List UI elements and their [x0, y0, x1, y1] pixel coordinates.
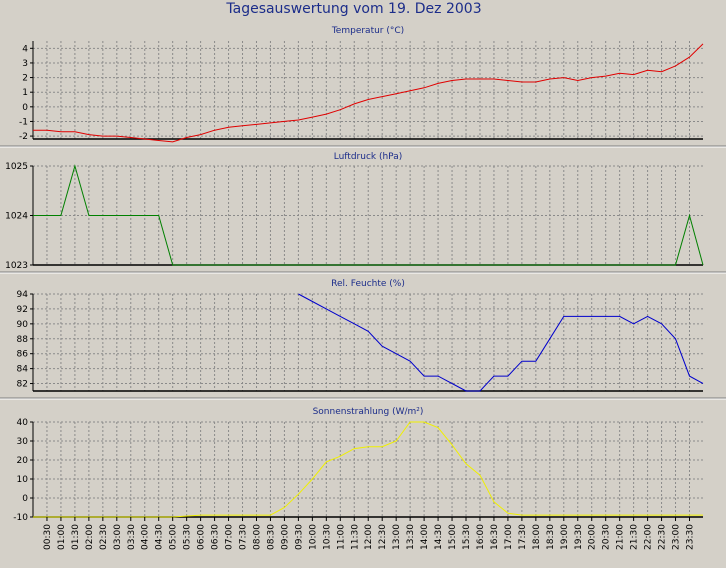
chart-panel-1: Temperatur (°C) -2 -1 0 1 2 3 4: [19, 26, 704, 143]
y-tick-label: 10: [17, 475, 29, 485]
y-tick-label: 2: [22, 74, 28, 84]
x-tick-label: 20:00: [588, 524, 598, 550]
y-tick-label: 94: [17, 290, 29, 300]
x-tick-label: 09:00: [280, 524, 290, 550]
x-tick-label: 03:00: [113, 524, 123, 550]
y-tick-label: 20: [17, 456, 29, 466]
x-tick-label: 04:00: [141, 524, 151, 550]
x-tick-label: 05:00: [169, 524, 179, 550]
chart-panel-4: Sonnenstrahlung (W/m²) -10 0 10 20 30 40: [0, 397, 726, 523]
series-line: [33, 164, 704, 266]
x-tick-label: 12:30: [378, 524, 388, 550]
x-tick-label: 03:30: [127, 524, 137, 550]
y-tick-label: 82: [17, 380, 28, 390]
series-line: [33, 43, 704, 143]
x-tick-label: 18:00: [532, 524, 542, 550]
y-tick-label: 1025: [5, 162, 28, 172]
x-tick-label: 15:00: [448, 524, 458, 550]
x-axis-time-labels: 00:30 01:00 01:30 02:00 02:30 03:00 03:30 04:00…: [43, 517, 695, 550]
y-tick-label: 86: [17, 350, 29, 360]
x-tick-label: 23:00: [672, 524, 682, 550]
y-tick-label: 40: [17, 418, 29, 428]
x-tick-label: 05:30: [183, 524, 193, 550]
chart-panel-2: Luftdruck (hPa) 1023 1024 1025: [0, 145, 726, 271]
x-tick-label: 11:00: [336, 524, 346, 550]
y-tick-label: 90: [17, 320, 29, 330]
panel-title: Sonnenstrahlung (W/m²): [313, 407, 424, 417]
y-tick-label: 4: [22, 44, 28, 54]
x-tick-label: 01:30: [71, 524, 81, 550]
x-tick-label: 02:30: [99, 524, 109, 550]
x-tick-label: 13:30: [406, 524, 416, 550]
x-tick-label: 10:30: [322, 524, 332, 550]
x-tick-label: 01:00: [57, 524, 67, 550]
y-tick-label: -2: [19, 132, 28, 142]
y-tick-label: 1024: [5, 212, 28, 222]
x-tick-label: 20:30: [602, 524, 612, 550]
x-tick-label: 08:00: [252, 524, 262, 550]
x-tick-label: 13:00: [392, 524, 402, 550]
x-tick-label: 17:30: [518, 524, 528, 550]
y-tick-label: -1: [19, 117, 28, 127]
x-tick-label: 11:30: [350, 524, 360, 550]
window-title: Tagesauswertung vom 19. Dez 2003: [225, 1, 481, 17]
series-line: [33, 421, 703, 518]
panel-title: Temperatur (°C): [331, 26, 404, 36]
x-tick-label: 19:30: [574, 524, 584, 550]
x-tick-label: 23:30: [685, 524, 695, 550]
y-tick-label: 30: [17, 437, 29, 447]
x-tick-label: 14:00: [420, 524, 430, 550]
y-tick-label: 1: [22, 88, 28, 98]
x-tick-label: 17:00: [504, 524, 514, 550]
x-tick-label: 07:00: [225, 524, 235, 550]
y-tick-label: -10: [13, 513, 28, 523]
y-tick-label: 84: [17, 365, 29, 375]
y-tick-label: 3: [22, 59, 28, 69]
x-tick-label: 02:00: [85, 524, 95, 550]
series-line: [298, 293, 704, 392]
x-tick-label: 15:30: [462, 524, 472, 550]
x-tick-label: 22:00: [644, 524, 654, 550]
x-tick-label: 18:30: [546, 524, 556, 550]
x-tick-label: 14:30: [434, 524, 444, 550]
x-tick-label: 19:00: [560, 524, 570, 550]
x-tick-label: 04:30: [155, 524, 165, 550]
x-tick-label: 08:30: [266, 524, 276, 550]
x-tick-label: 09:30: [294, 524, 304, 550]
x-tick-label: 06:30: [211, 524, 221, 550]
y-tick-label: 92: [17, 305, 28, 315]
panel-title: Luftdruck (hPa): [334, 152, 403, 162]
panel-title: Rel. Feuchte (%): [331, 279, 405, 289]
y-tick-label: 0: [22, 494, 28, 504]
x-tick-label: 06:00: [197, 524, 207, 550]
x-tick-label: 10:00: [308, 524, 318, 550]
x-tick-label: 16:00: [476, 524, 486, 550]
x-tick-label: 16:30: [490, 524, 500, 550]
x-tick-label: 22:30: [658, 524, 668, 550]
x-tick-label: 12:00: [364, 524, 374, 550]
x-tick-label: 00:30: [43, 524, 53, 550]
chart-panel-3: Rel. Feuchte (%) 82 84 86 88 90 92 94: [0, 271, 726, 392]
x-tick-label: 21:00: [616, 524, 626, 550]
y-tick-label: 0: [22, 103, 28, 113]
y-tick-label: 1023: [5, 261, 28, 271]
x-tick-label: 07:30: [239, 524, 249, 550]
y-tick-label: 88: [17, 335, 29, 345]
x-tick-label: 21:30: [630, 524, 640, 550]
